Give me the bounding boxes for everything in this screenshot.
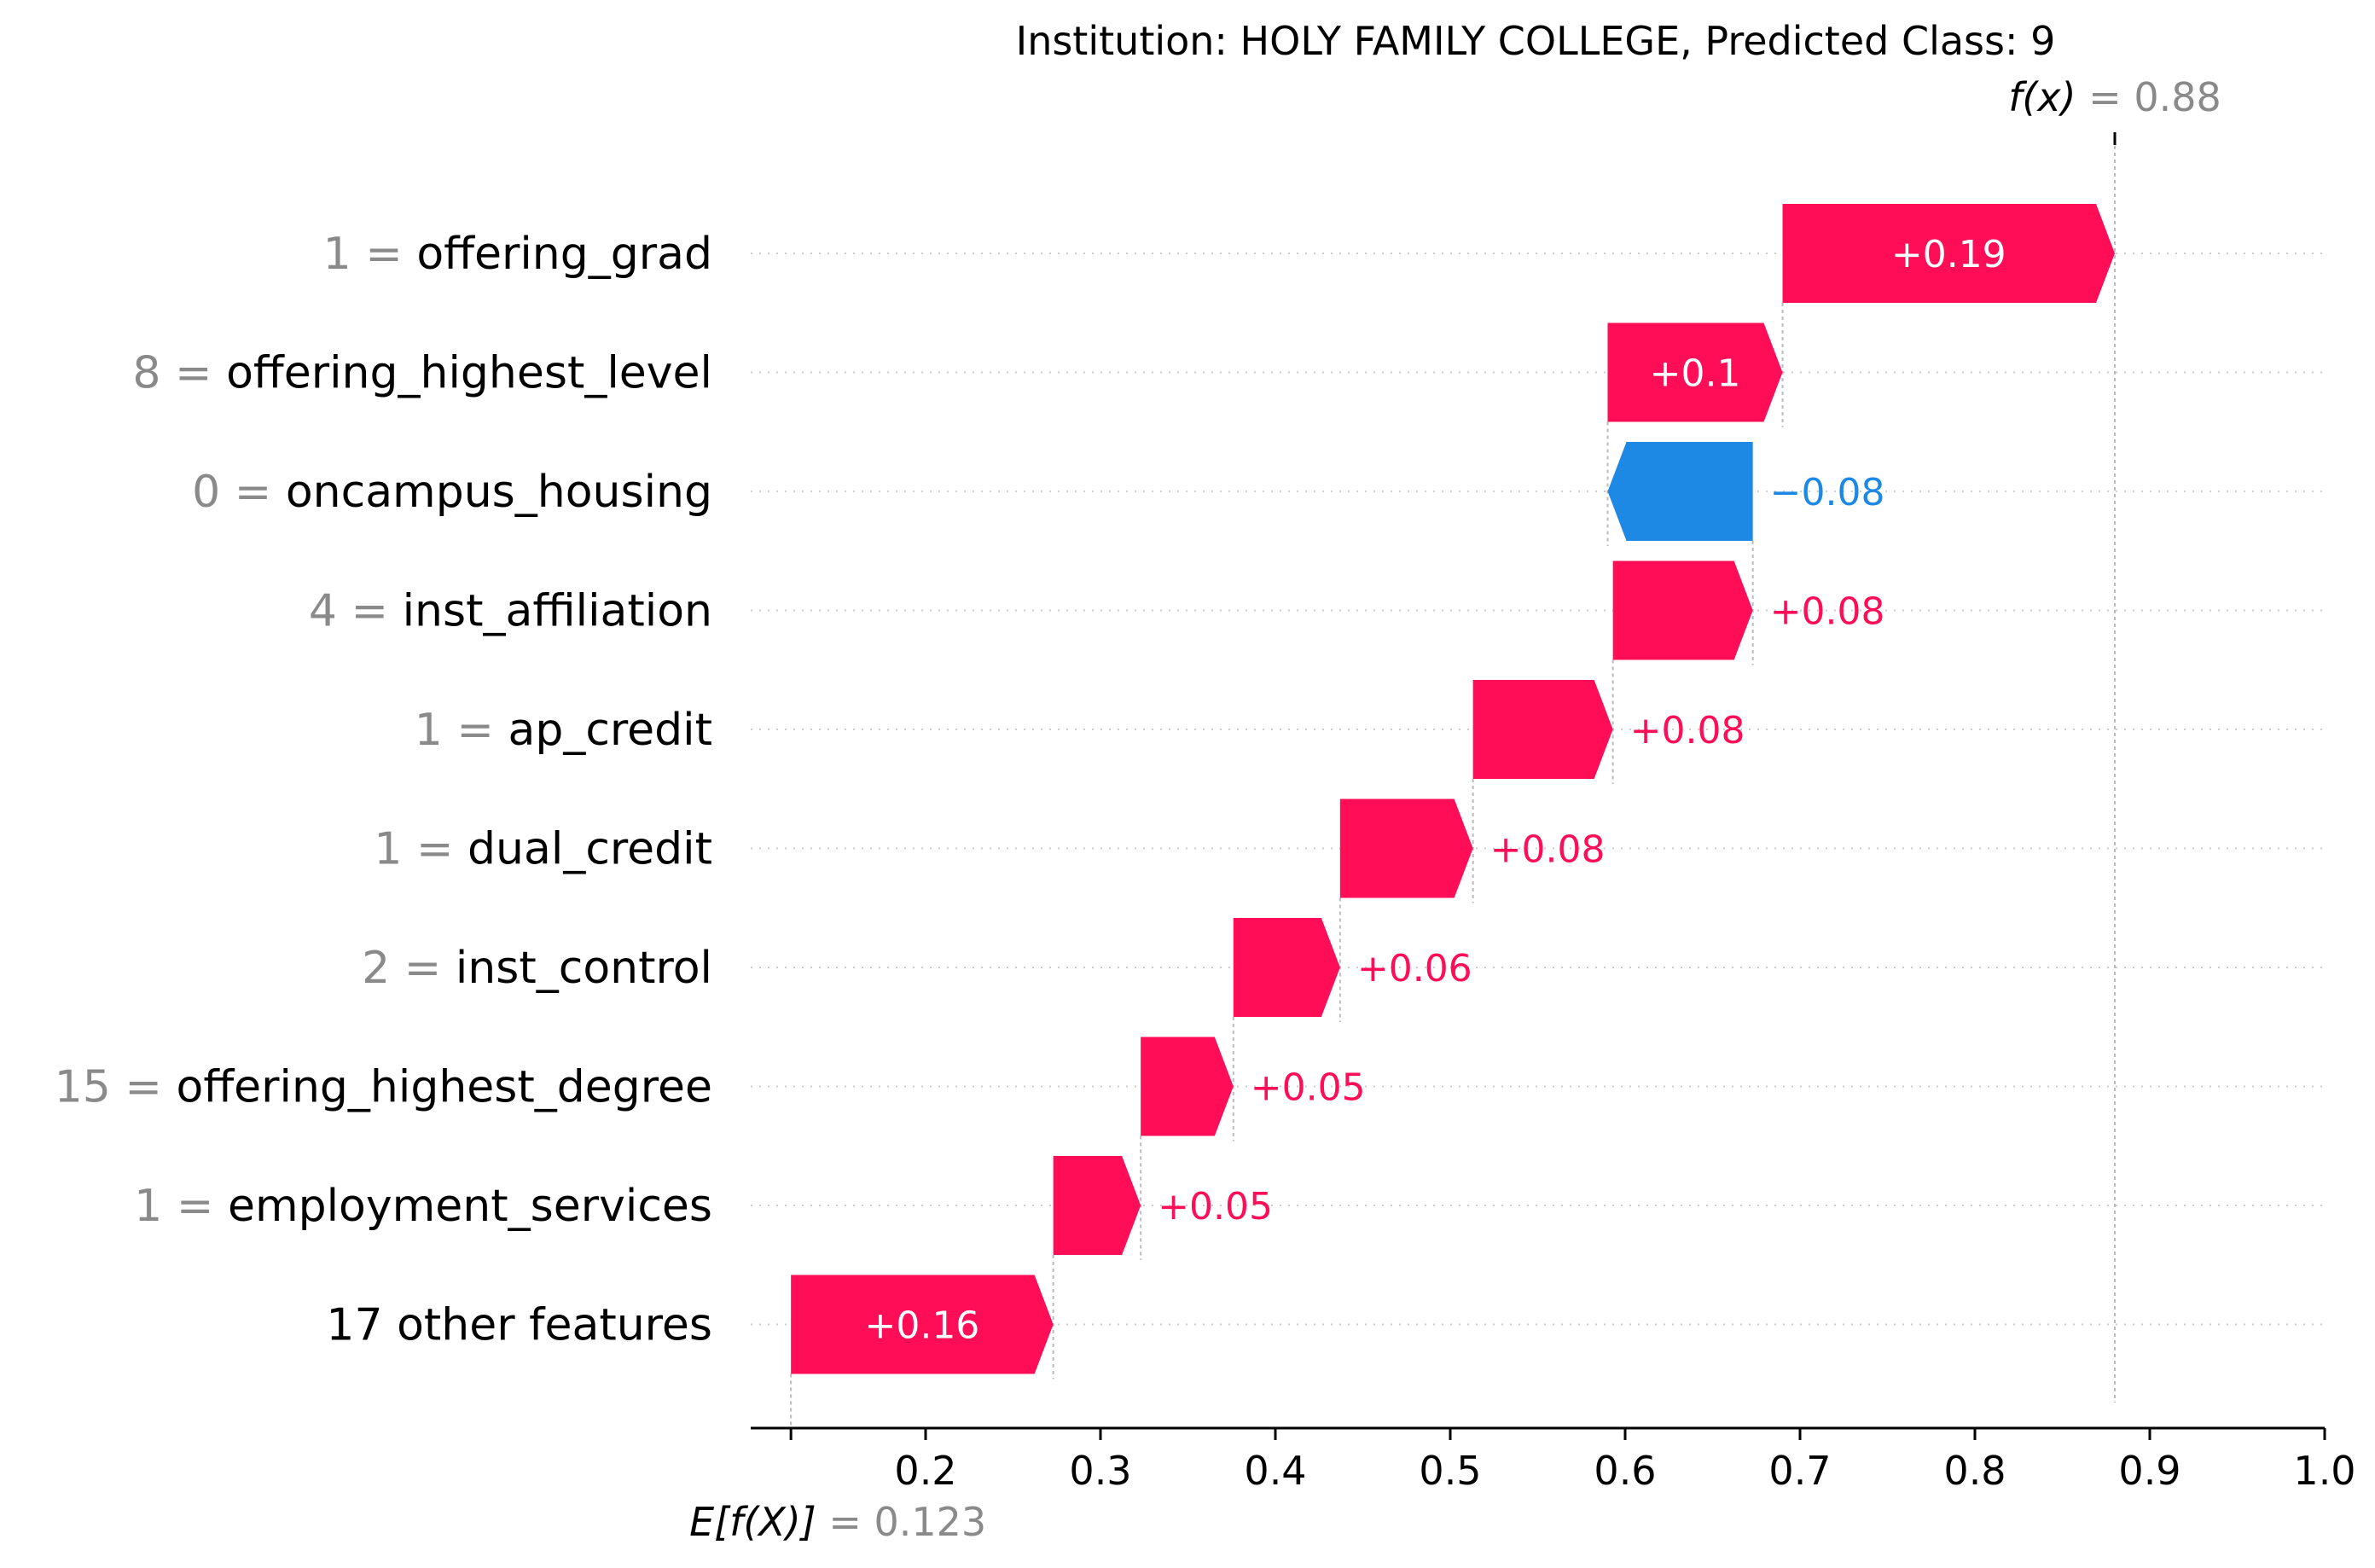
bar-value-label: +0.08 (1630, 709, 1745, 752)
feature-value: 2 = (362, 943, 456, 994)
feature-value: 1 = (415, 705, 508, 756)
feature-value: 4 = (309, 586, 403, 637)
feature-label: 17 other features (326, 1300, 712, 1351)
bar-dual_credit (1339, 799, 1473, 898)
bar-employment_services (1053, 1156, 1141, 1255)
x-tick-label: 0.7 (1768, 1448, 1831, 1494)
bar-value-label: +0.19 (1891, 233, 2006, 276)
feature-name: 17 other features (326, 1300, 712, 1351)
x-axis: 0.2 0.3 0.4 0.5 0.6 0.7 0.8 0.9 1.0 (751, 1426, 2356, 1494)
guide-lines (790, 132, 2116, 1435)
feature-label: 1 = offering_grad (323, 229, 712, 280)
bar-value-label: +0.06 (1357, 947, 1472, 990)
feature-label: 0 = oncampus_housing (192, 467, 712, 518)
output-prefix: f(x) (2008, 74, 2088, 120)
output-value-label: f(x) = 0.88 (2008, 74, 2221, 120)
base-value-label: E[f(X)] = 0.123 (689, 1499, 986, 1545)
chart-title: Institution: HOLY FAMILY COLLEGE, Predic… (1016, 18, 2056, 64)
feature-value: 1 = (323, 229, 417, 280)
feature-name: offering_grad (416, 229, 712, 280)
feature-name: dual_credit (467, 824, 712, 875)
grid-lines (751, 253, 2325, 1326)
x-tick-label: 0.9 (2118, 1448, 2180, 1494)
feature-value: 15 = (55, 1062, 177, 1113)
x-tick-label: 0.4 (1244, 1448, 1306, 1494)
bar-17-other-features (791, 1275, 1054, 1374)
bar-offering_highest_level (1607, 322, 1783, 422)
x-tick-label: 0.8 (1943, 1448, 2006, 1494)
bar-value-label: +0.08 (1490, 828, 1606, 872)
feature-value: 0 = (192, 467, 286, 518)
bar-value-label: +0.1 (1650, 352, 1741, 396)
output-value: = 0.88 (2088, 74, 2221, 120)
bar-value-label: +0.16 (864, 1304, 979, 1348)
base-prefix: E[f(X)] (689, 1499, 828, 1545)
x-tick-label: 0.3 (1069, 1448, 1131, 1494)
x-tick-label: 0.2 (894, 1448, 956, 1494)
feature-value: 8 = (132, 348, 226, 399)
feature-name: inst_affiliation (403, 586, 712, 637)
feature-name: ap_credit (508, 705, 712, 756)
bar-ap_credit (1472, 680, 1613, 779)
feature-value: 1 = (134, 1181, 228, 1232)
bar-value-label: +0.05 (1158, 1185, 1273, 1228)
feature-name: offering_highest_level (226, 348, 712, 399)
bar-inst_control (1233, 918, 1340, 1017)
feature-name: oncampus_housing (286, 467, 712, 518)
feature-label: 1 = dual_credit (374, 824, 712, 875)
feature-name: offering_highest_degree (177, 1062, 713, 1113)
bar-offering_grad (1782, 204, 2115, 303)
feature-label: 2 = inst_control (362, 943, 712, 994)
x-tick-label: 0.6 (1594, 1448, 1656, 1494)
feature-value: 1 = (374, 824, 467, 875)
feature-label: 8 = offering_highest_level (132, 348, 712, 399)
feature-label: 1 = employment_services (134, 1181, 712, 1232)
feature-name: inst_control (456, 943, 712, 994)
x-tick-label: 1.0 (2293, 1448, 2355, 1494)
annotations: f(x) = 0.88 E[f(X)] = 0.123 (689, 74, 2221, 1545)
bar-inst_affiliation (1612, 560, 1753, 660)
base-value: = 0.123 (828, 1499, 986, 1545)
bars: +0.19 +0.1 −0.08 +0.08 +0.08 +0.08 +0.06 +0.05 +… (791, 204, 2115, 1374)
bar-value-label: +0.08 (1770, 590, 1885, 634)
bar-oncampus_housing (1607, 442, 1753, 541)
feature-label: 1 = ap_credit (415, 705, 712, 756)
x-tick-label: 0.5 (1419, 1448, 1481, 1494)
bar-value-label: +0.05 (1251, 1066, 1366, 1110)
bar-offering_highest_degree (1141, 1037, 1234, 1136)
bar-value-label: −0.08 (1770, 471, 1885, 514)
feature-label: 4 = inst_affiliation (309, 586, 712, 637)
feature-name: employment_services (228, 1181, 712, 1232)
feature-label: 15 = offering_highest_degree (55, 1062, 712, 1113)
feature-labels: 1 = offering_grad 8 = offering_highest_le… (55, 229, 712, 1351)
